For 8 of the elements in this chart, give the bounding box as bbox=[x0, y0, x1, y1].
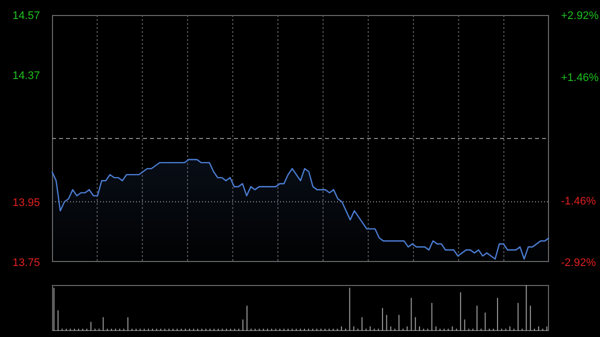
y-tick-label: 14.57 bbox=[12, 10, 40, 22]
y2-tick-label: +1.46% bbox=[561, 72, 599, 84]
y2-tick-label: -1.46% bbox=[561, 195, 596, 208]
y-tick-label: 14.37 bbox=[12, 70, 40, 82]
y-tick-label: 13.75 bbox=[12, 257, 40, 269]
y2-tick-label: -2.92% bbox=[561, 257, 596, 269]
y2-tick-label: +2.92% bbox=[561, 10, 599, 22]
y-tick-label: 13.95 bbox=[12, 196, 40, 209]
